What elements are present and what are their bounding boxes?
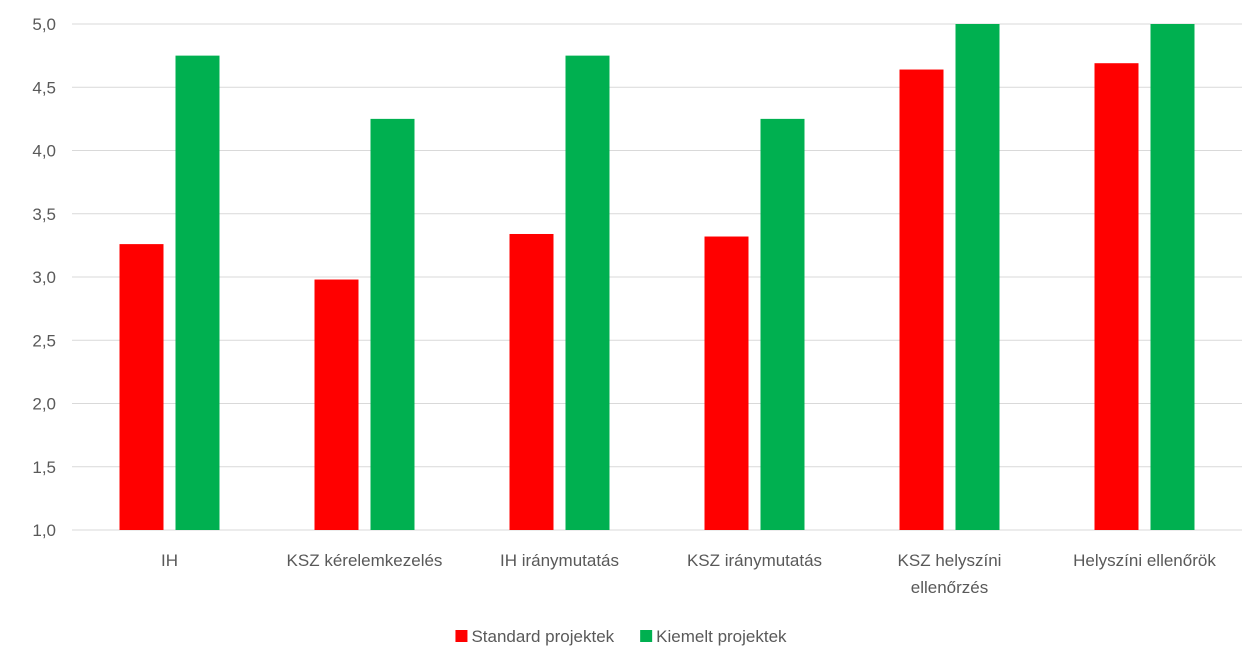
gridlines <box>72 23 1242 531</box>
y-tick-label: 2,5 <box>32 331 56 350</box>
y-tick-label: 5,0 <box>32 15 56 34</box>
legend-swatch-standard <box>455 630 468 642</box>
bar-kiemelt <box>1150 24 1195 530</box>
y-tick-label: 4,5 <box>32 78 56 97</box>
y-tick-label: 1,0 <box>32 521 56 540</box>
x-tick-label: ellenőrzés <box>911 578 989 597</box>
bar-kiemelt <box>175 55 220 530</box>
y-tick-label: 3,5 <box>32 205 56 224</box>
x-axis: IH KSZ kérelemkezelés IH iránymutatás KSZ i… <box>161 551 1216 597</box>
y-axis-ticks: 1,0 1,5 2,0 2,5 3,0 3,5 4,0 4,5 5,0 <box>32 15 56 540</box>
legend-label-standard: Standard projektek <box>471 627 614 646</box>
bar-standard <box>704 236 749 530</box>
bar-standard <box>314 279 359 530</box>
bars <box>119 24 1195 531</box>
bar-standard <box>509 233 554 531</box>
bar-kiemelt <box>760 118 805 530</box>
y-tick-label: 1,5 <box>32 458 56 477</box>
y-tick-label: 3,0 <box>32 268 56 287</box>
legend: Standard projektek Kiemelt projektek <box>455 627 787 646</box>
x-tick-label: IH iránymutatás <box>500 551 619 570</box>
y-tick-label: 4,0 <box>32 142 56 161</box>
x-tick-label: KSZ iránymutatás <box>687 551 822 570</box>
bar-standard <box>1094 63 1139 531</box>
x-tick-label: KSZ helyszíni <box>898 551 1002 570</box>
bar-kiemelt <box>955 24 1000 530</box>
x-tick-label: KSZ kérelemkezelés <box>287 551 443 570</box>
bar-standard <box>119 244 164 531</box>
y-tick-label: 2,0 <box>32 395 56 414</box>
bar-kiemelt <box>370 118 415 530</box>
bar-standard <box>899 69 944 530</box>
legend-swatch-kiemelt <box>640 630 653 642</box>
x-tick-label: IH <box>161 551 178 570</box>
x-tick-label: Helyszíni ellenőrök <box>1073 551 1216 570</box>
legend-label-kiemelt: Kiemelt projektek <box>656 627 787 646</box>
bar-kiemelt <box>565 55 610 530</box>
